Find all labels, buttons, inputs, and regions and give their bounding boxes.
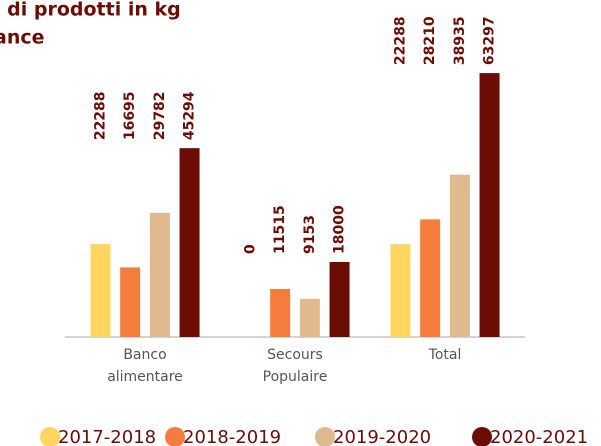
value-label: 22288 [392, 16, 408, 65]
bar [420, 219, 441, 337]
x-tick-label-line: Secours [267, 347, 323, 363]
value-label: 9153 [302, 215, 318, 254]
legend-marker [165, 427, 185, 446]
chart-title: ance [0, 27, 45, 49]
value-label: 38935 [452, 16, 468, 65]
bar [90, 244, 111, 337]
value-label: 11515 [272, 205, 288, 254]
bar [479, 73, 500, 338]
x-tick-label: Secours Populaire [263, 347, 328, 385]
bar [449, 174, 470, 337]
legend-label: 2018-2019 [183, 427, 281, 446]
legend-label: 2017-2018 [58, 427, 156, 446]
value-label: 28210 [422, 16, 438, 65]
x-tick-label-line: Banco [123, 347, 166, 363]
bar [270, 288, 291, 337]
chart-title: l di prodotti in kg [0, 0, 181, 21]
value-label: 45294 [182, 91, 198, 140]
legend-marker [472, 427, 492, 446]
value-label: 0 [242, 244, 258, 254]
x-tick-label: Banco alimentare [107, 347, 183, 385]
x-tick-label: Total [428, 347, 462, 363]
value-label: 22288 [92, 91, 108, 140]
x-tick-label-line: alimentare [107, 369, 183, 385]
bar [299, 298, 320, 337]
legend-marker [315, 427, 335, 446]
legend-marker [40, 427, 60, 446]
legend-label: 2020-2021 [490, 427, 588, 446]
legend-label: 2019-2020 [333, 427, 431, 446]
bar [179, 148, 200, 337]
value-label: 29782 [152, 91, 168, 140]
value-label: 63297 [482, 16, 498, 65]
value-label: 16695 [122, 91, 138, 140]
value-label: 18000 [332, 205, 348, 254]
bar [120, 267, 141, 337]
x-tick-label-line: Populaire [263, 369, 328, 385]
bar [329, 261, 350, 337]
bar [390, 244, 411, 337]
bar [149, 212, 170, 337]
